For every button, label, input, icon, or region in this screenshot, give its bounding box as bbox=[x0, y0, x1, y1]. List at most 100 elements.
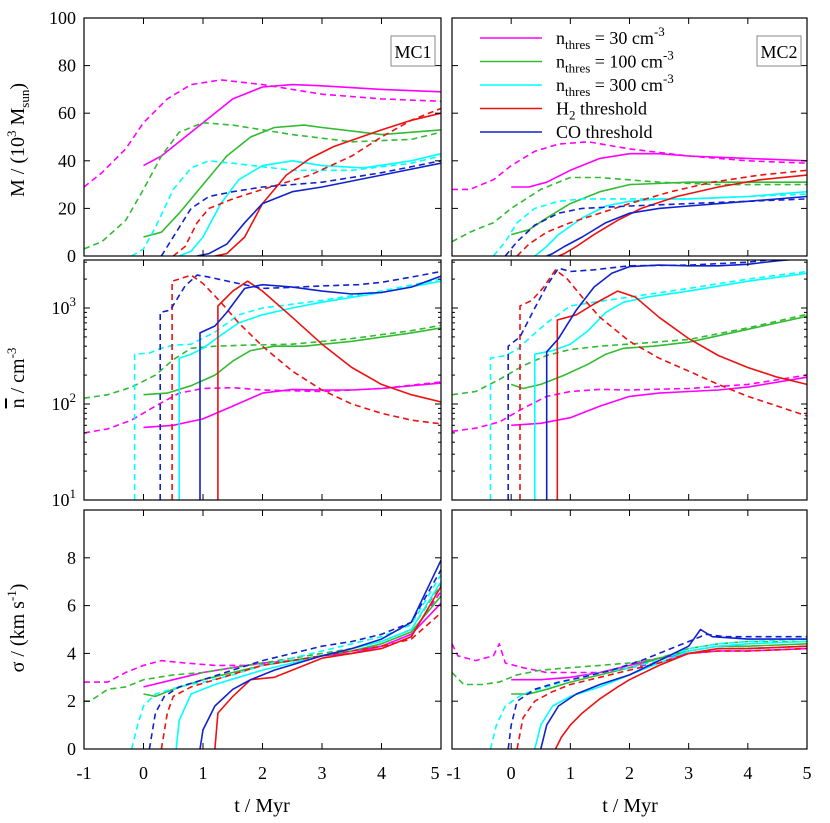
series-h2-solid bbox=[558, 174, 807, 256]
y-tick-label: 80 bbox=[58, 56, 76, 76]
legend-label-h2: H2 threshold bbox=[556, 99, 647, 123]
series-n300-dashed bbox=[489, 270, 807, 500]
series-h2-dashed bbox=[519, 269, 807, 500]
panel-mc2-sigma: -1 0 1 2 3 4 5 bbox=[447, 509, 812, 783]
series-co-solid bbox=[196, 162, 441, 256]
y-tick-label: 2 bbox=[67, 691, 76, 711]
series-n30-dashed bbox=[452, 374, 807, 433]
series-h2-dashed bbox=[160, 612, 441, 749]
series-n30-dashed bbox=[84, 381, 441, 434]
series-n100-dashed bbox=[452, 313, 807, 396]
series-h2-solid bbox=[554, 645, 807, 749]
series-n300-solid bbox=[534, 190, 807, 256]
legend-label-n300: nthres = 300 cm-3 bbox=[556, 71, 674, 99]
plot-frame bbox=[83, 17, 442, 257]
x-tick-label: -1 bbox=[447, 763, 462, 783]
panel-mc1-density: 101 102 103 bbox=[52, 259, 442, 510]
x-tick-label: 0 bbox=[139, 763, 148, 783]
series-group bbox=[84, 559, 441, 749]
series-n300-solid bbox=[178, 152, 441, 256]
series-n300-dashed bbox=[489, 638, 807, 749]
x-tick-label: 0 bbox=[507, 763, 516, 783]
legend-label-co: CO threshold bbox=[556, 122, 653, 142]
plot-frame bbox=[451, 259, 808, 501]
series-co-dashed bbox=[160, 160, 441, 256]
y-tick-label: 20 bbox=[58, 198, 76, 218]
panel-mc1-mass: 0 20 40 60 80 100 MC1 bbox=[49, 8, 442, 266]
x-tick-label: 1 bbox=[199, 763, 208, 783]
series-n100-solid bbox=[143, 327, 441, 396]
series-n30-solid bbox=[511, 376, 807, 427]
y-tick-label: 0 bbox=[67, 739, 76, 759]
y-tick-label: 100 bbox=[49, 8, 76, 28]
series-co-dashed bbox=[159, 270, 441, 500]
series-co-dashed bbox=[148, 569, 441, 749]
series-n100-solid bbox=[143, 595, 441, 698]
series-n30-solid bbox=[143, 602, 441, 688]
y-tick-label: 8 bbox=[67, 548, 76, 568]
x-tick-label: 4 bbox=[743, 763, 752, 783]
y-tick-label: 6 bbox=[67, 596, 76, 616]
series-n30-dashed bbox=[84, 79, 441, 188]
plot-frame bbox=[83, 259, 442, 501]
panel-label: MC2 bbox=[760, 42, 797, 62]
series-co-solid bbox=[546, 195, 807, 256]
panel-mc2-density bbox=[451, 259, 808, 501]
series-h2-solid bbox=[556, 290, 807, 500]
y-tick-label: 0 bbox=[67, 246, 76, 266]
series-co-dashed bbox=[507, 260, 776, 500]
y-axis-label-mass: M / (103 Msun) bbox=[4, 83, 32, 197]
x-tick-label: 2 bbox=[625, 763, 634, 783]
series-group bbox=[452, 628, 807, 749]
series-group bbox=[84, 79, 441, 256]
y-axis-label-density: n / cm-3 bbox=[4, 348, 29, 409]
x-tick-label: 5 bbox=[431, 763, 440, 783]
x-tick-label: 1 bbox=[566, 763, 575, 783]
series-n300-solid bbox=[175, 581, 441, 749]
series-co-solid bbox=[199, 559, 441, 749]
series-co-solid bbox=[545, 260, 796, 500]
series-h2-solid bbox=[214, 112, 441, 256]
series-n30-solid bbox=[143, 83, 441, 167]
series-h2-dashed bbox=[516, 169, 807, 256]
series-n30-solid bbox=[511, 152, 807, 188]
series-co-solid bbox=[199, 275, 441, 500]
x-tick-label: 3 bbox=[318, 763, 327, 783]
series-group bbox=[452, 260, 807, 500]
series-group bbox=[84, 270, 441, 500]
x-tick-label: 5 bbox=[803, 763, 812, 783]
series-h2-dashed bbox=[171, 274, 441, 500]
series-h2-dashed bbox=[172, 107, 441, 256]
y-tick-label: 103 bbox=[52, 294, 77, 318]
series-n100-dashed bbox=[84, 121, 441, 250]
panel-label-box bbox=[390, 35, 436, 67]
panel-label: MC1 bbox=[394, 42, 431, 62]
x-axis-label-left: t / Myr bbox=[234, 795, 290, 817]
series-n300-dashed bbox=[131, 155, 441, 256]
x-axis-label-right: t / Myr bbox=[602, 795, 658, 817]
series-h2-solid bbox=[214, 586, 441, 749]
plot-frame bbox=[83, 509, 442, 750]
y-tick-label: 102 bbox=[52, 390, 77, 414]
x-tick-label: -1 bbox=[77, 763, 92, 783]
series-n100-dashed bbox=[84, 583, 441, 702]
series-co-dashed bbox=[507, 633, 807, 749]
series-n30-solid bbox=[511, 647, 807, 681]
y-tick-label: 4 bbox=[67, 643, 76, 663]
x-tick-label: 3 bbox=[684, 763, 693, 783]
x-tick-label: 2 bbox=[258, 763, 267, 783]
series-n300-dashed bbox=[492, 193, 807, 256]
legend-label-n100: nthres = 100 cm-3 bbox=[556, 48, 674, 76]
series-group bbox=[452, 141, 807, 256]
series-co-dashed bbox=[504, 198, 807, 256]
series-n100-solid bbox=[510, 315, 807, 390]
series-n300-dashed bbox=[133, 278, 441, 500]
y-axis-label-sigma: σ / (km s-1) bbox=[4, 584, 29, 673]
series-n100-solid bbox=[143, 124, 441, 238]
series-n30-dashed bbox=[84, 590, 441, 683]
panel-mc2-mass: MC2 bbox=[451, 17, 808, 257]
y-tick-label: 40 bbox=[58, 151, 76, 171]
series-h2-solid bbox=[217, 280, 441, 500]
y-tick-label: 101 bbox=[52, 486, 77, 510]
